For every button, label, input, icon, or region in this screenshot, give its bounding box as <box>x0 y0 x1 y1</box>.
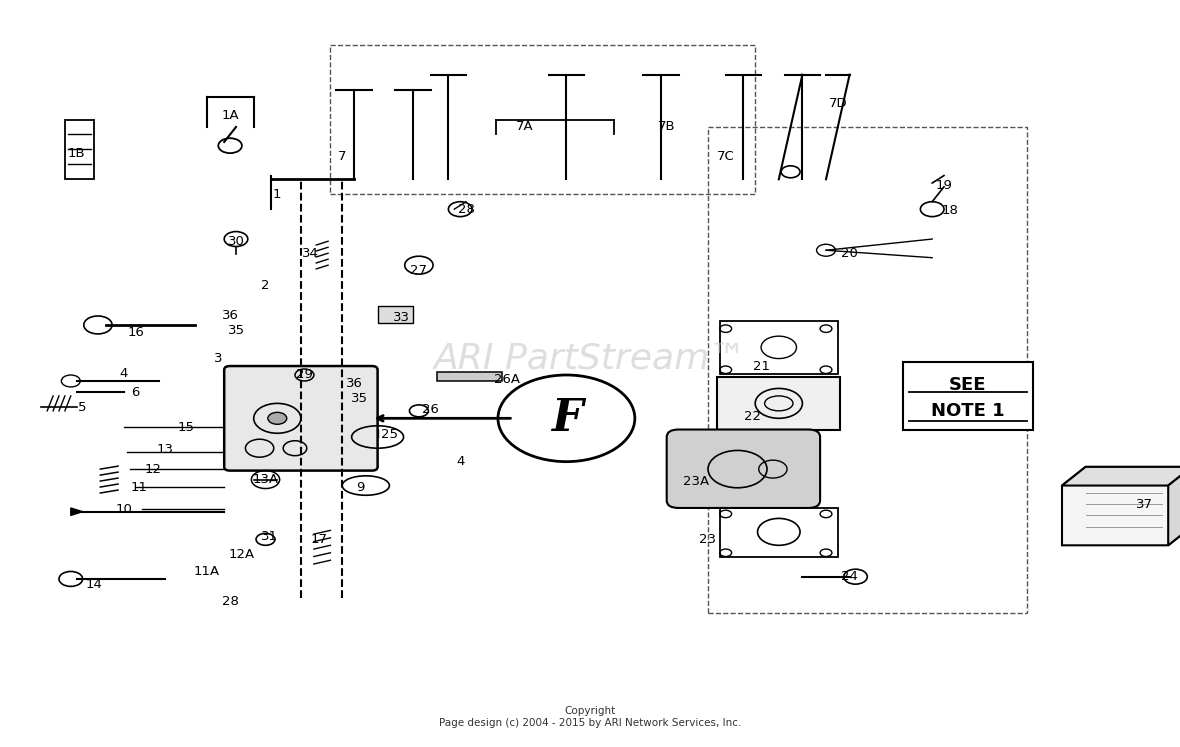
Text: 14: 14 <box>86 577 103 591</box>
Bar <box>717 377 840 430</box>
Bar <box>378 306 413 323</box>
Text: 9: 9 <box>355 480 365 494</box>
Text: F: F <box>551 397 582 440</box>
Text: 20: 20 <box>841 247 858 261</box>
Text: 22: 22 <box>745 409 761 423</box>
Text: 1A: 1A <box>222 109 238 123</box>
Polygon shape <box>1062 467 1180 545</box>
Text: 3: 3 <box>214 352 223 365</box>
Bar <box>437 372 502 381</box>
Text: 1B: 1B <box>68 146 85 160</box>
Text: 13: 13 <box>157 443 173 456</box>
Bar <box>330 45 755 194</box>
Text: 4: 4 <box>119 367 129 380</box>
Text: 27: 27 <box>411 264 427 277</box>
Text: Copyright
Page design (c) 2004 - 2015 by ARI Network Services, Inc.: Copyright Page design (c) 2004 - 2015 by… <box>439 707 741 728</box>
Bar <box>903 362 1032 430</box>
Text: 29: 29 <box>296 368 313 382</box>
FancyBboxPatch shape <box>667 430 820 508</box>
Text: 15: 15 <box>178 421 195 434</box>
Text: 25: 25 <box>381 428 398 441</box>
Polygon shape <box>1168 467 1180 545</box>
Text: 7: 7 <box>337 150 347 164</box>
Text: 23: 23 <box>700 533 716 546</box>
Bar <box>708 127 1027 613</box>
Text: 34: 34 <box>302 247 319 261</box>
Text: SEE: SEE <box>949 376 986 394</box>
Text: 24: 24 <box>841 570 858 583</box>
Text: 35: 35 <box>352 391 368 405</box>
Polygon shape <box>1062 467 1180 486</box>
Text: 37: 37 <box>1136 498 1153 511</box>
Text: 5: 5 <box>78 400 87 414</box>
Bar <box>720 508 838 557</box>
Text: 30: 30 <box>228 235 244 248</box>
Text: 6: 6 <box>131 385 140 399</box>
Text: 28: 28 <box>458 202 474 216</box>
Text: 36: 36 <box>346 376 362 390</box>
Text: 1: 1 <box>273 187 282 201</box>
Text: 7A: 7A <box>517 120 533 134</box>
FancyBboxPatch shape <box>224 366 378 471</box>
Polygon shape <box>71 508 83 515</box>
Text: 26A: 26A <box>494 373 520 386</box>
Bar <box>720 321 838 374</box>
Text: 23A: 23A <box>683 475 709 489</box>
Text: 13A: 13A <box>253 473 278 486</box>
Text: 16: 16 <box>127 326 144 339</box>
Text: 4: 4 <box>455 455 465 468</box>
Text: 7D: 7D <box>828 96 847 110</box>
Text: NOTE 1: NOTE 1 <box>931 402 1004 420</box>
Text: 11: 11 <box>131 480 148 494</box>
Text: 17: 17 <box>310 533 327 546</box>
Text: 31: 31 <box>261 530 277 543</box>
Text: 18: 18 <box>942 204 958 217</box>
Text: 11A: 11A <box>194 565 219 578</box>
Text: 35: 35 <box>228 323 244 337</box>
Circle shape <box>268 412 287 424</box>
Text: 21: 21 <box>753 359 769 373</box>
Text: 12A: 12A <box>229 548 255 561</box>
Text: 26: 26 <box>422 403 439 416</box>
Text: 2: 2 <box>261 279 270 292</box>
Text: 36: 36 <box>222 309 238 322</box>
Text: 7B: 7B <box>658 120 675 134</box>
Text: 12: 12 <box>145 462 162 476</box>
Text: 19: 19 <box>936 179 952 192</box>
Text: ARI PartStream™: ARI PartStream™ <box>434 341 746 376</box>
Text: 10: 10 <box>116 503 132 516</box>
Text: 7C: 7C <box>716 150 735 164</box>
Text: 33: 33 <box>393 311 409 324</box>
Text: 28: 28 <box>222 595 238 608</box>
